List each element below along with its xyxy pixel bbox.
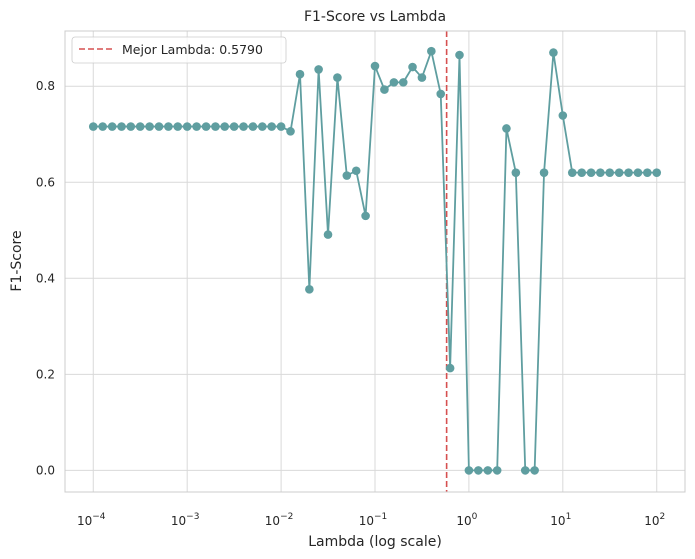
y-axis-label: F1-Score — [9, 230, 25, 291]
y-tick-label: 0.0 — [36, 463, 55, 477]
data-point — [539, 168, 549, 177]
y-tick-label: 0.4 — [36, 271, 55, 285]
data-point — [333, 73, 342, 82]
data-point — [624, 168, 633, 177]
x-tick-label: 10−2 — [265, 512, 294, 528]
data-point — [474, 466, 483, 475]
data-point — [445, 363, 455, 373]
data-point — [154, 122, 164, 131]
y-tick-label: 0.8 — [36, 79, 55, 93]
data-point — [605, 168, 615, 177]
data-point — [351, 166, 361, 176]
legend-box — [71, 36, 287, 64]
data-point — [267, 122, 276, 131]
data-point — [276, 122, 286, 131]
data-point — [389, 78, 399, 87]
data-point — [145, 122, 154, 131]
x-tick-labels: 10−4 10−3 10−2 10−1 100 101 102 — [77, 512, 665, 528]
data-point — [408, 62, 417, 72]
data-point — [98, 122, 107, 131]
x-tick-label: 101 — [550, 512, 571, 528]
data-point — [286, 127, 295, 136]
data-point — [361, 211, 370, 221]
x-axis-label: Lambda (log scale) — [308, 534, 442, 550]
series-layer — [88, 46, 662, 475]
data-point — [192, 122, 201, 131]
data-point — [511, 168, 521, 177]
data-point — [229, 122, 239, 131]
data-point — [520, 466, 530, 475]
data-point — [295, 69, 305, 79]
data-point — [107, 122, 117, 131]
data-point — [643, 168, 652, 177]
data-point — [577, 168, 587, 177]
x-tick-label: 100 — [456, 512, 477, 528]
chart-title: F1-Score vs Lambda — [304, 9, 446, 25]
data-point — [323, 230, 333, 239]
data-point — [586, 168, 596, 177]
data-point — [164, 122, 173, 131]
data-point — [258, 122, 267, 131]
data-point — [436, 89, 446, 99]
plot-frame — [64, 30, 686, 493]
x-tick-label: 10−1 — [359, 512, 388, 528]
data-point — [314, 65, 323, 74]
legend: Mejor Lambda: 0.5790 — [71, 36, 287, 64]
data-point — [398, 78, 408, 87]
y-tick-label: 0.6 — [36, 175, 55, 189]
data-point — [211, 122, 220, 131]
data-point — [135, 122, 145, 131]
grid — [65, 31, 685, 492]
data-point — [88, 122, 98, 131]
data-point — [455, 50, 464, 60]
y-tick-labels: 0.0 0.2 0.4 0.6 0.8 — [36, 79, 55, 477]
x-tick-label: 10−4 — [77, 512, 106, 528]
data-point — [596, 168, 605, 177]
data-point — [558, 111, 568, 120]
data-point — [342, 171, 352, 180]
data-point — [117, 122, 126, 131]
data-point — [248, 122, 258, 131]
data-point — [417, 73, 427, 82]
data-point — [549, 48, 558, 57]
data-point — [380, 85, 389, 94]
data-point — [220, 122, 230, 131]
data-point — [652, 168, 662, 177]
data-point — [464, 466, 474, 475]
data-point — [182, 122, 192, 131]
data-point — [370, 61, 380, 71]
data-point — [502, 124, 511, 133]
data-point — [427, 46, 436, 56]
data-point — [567, 168, 577, 177]
data-point — [530, 466, 539, 475]
legend-label: Mejor Lambda: 0.5790 — [122, 42, 263, 57]
data-point — [201, 122, 211, 131]
data-point — [614, 168, 624, 177]
data-point — [239, 122, 248, 131]
data-point — [126, 122, 136, 131]
data-point — [173, 122, 183, 131]
data-point — [492, 466, 502, 475]
y-tick-label: 0.2 — [36, 367, 55, 381]
x-tick-label: 10−3 — [171, 512, 200, 528]
data-point — [305, 285, 314, 294]
data-point — [483, 466, 493, 475]
x-tick-label: 102 — [644, 512, 665, 528]
data-point — [633, 168, 643, 177]
